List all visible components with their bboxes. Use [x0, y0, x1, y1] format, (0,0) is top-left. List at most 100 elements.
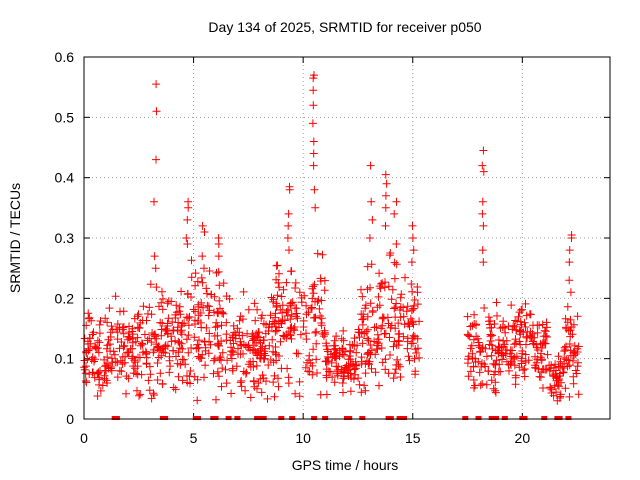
- data-point: [464, 352, 473, 361]
- data-point: [519, 366, 528, 375]
- data-point: [116, 356, 125, 365]
- data-point: [410, 354, 419, 363]
- data-point: [293, 314, 302, 323]
- data-point: [157, 331, 166, 340]
- data-point: [187, 256, 196, 265]
- data-point: [552, 374, 561, 383]
- data-point: [203, 289, 211, 298]
- y-axis-label: SRMTID / TECUs: [7, 183, 23, 293]
- data-point: [375, 269, 384, 278]
- data-point: [172, 301, 181, 310]
- data-point: [171, 336, 180, 345]
- data-point: [327, 358, 336, 367]
- data-point: [563, 302, 572, 311]
- data-point: [193, 340, 202, 349]
- data-point-peak: [310, 185, 319, 194]
- data-point-peak: [150, 197, 158, 206]
- data-point: [354, 325, 363, 334]
- data-point: [178, 319, 187, 328]
- data-point: [212, 268, 221, 277]
- data-point-peak: [408, 234, 417, 242]
- data-point: [241, 386, 250, 395]
- data-point: [511, 371, 520, 380]
- data-point: [545, 366, 554, 375]
- data-point: [89, 328, 98, 337]
- data-point: [286, 331, 295, 340]
- zero-marker: [521, 416, 528, 420]
- zero-marker: [493, 416, 499, 420]
- y-tick-label: 0.4: [55, 170, 75, 186]
- data-point: [84, 344, 93, 353]
- data-point: [355, 380, 364, 389]
- data-point: [481, 362, 490, 371]
- y-tick-label: 0.6: [55, 49, 75, 65]
- data-point: [469, 376, 478, 384]
- data-point: [466, 367, 475, 376]
- x-tick-label: 20: [515, 430, 531, 446]
- data-point: [323, 345, 332, 354]
- zero-marker: [387, 416, 394, 420]
- data-point: [116, 307, 124, 316]
- data-point: [312, 339, 321, 348]
- data-point: [358, 339, 367, 348]
- data-point: [287, 323, 296, 332]
- data-point: [313, 369, 321, 377]
- data-point: [536, 373, 545, 382]
- data-point: [485, 340, 494, 349]
- data-point: [366, 283, 374, 292]
- data-point: [538, 320, 547, 329]
- data-point: [86, 339, 95, 348]
- data-point: [133, 312, 142, 321]
- data-point: [228, 346, 237, 355]
- data-point: [127, 354, 136, 363]
- data-point-peak: [392, 240, 401, 248]
- data-point: [93, 336, 102, 345]
- data-point: [263, 394, 272, 403]
- zero-marker: [256, 416, 263, 420]
- data-point: [394, 319, 403, 328]
- zero-marker: [322, 416, 329, 420]
- data-point: [142, 316, 151, 325]
- data-point: [392, 260, 401, 269]
- data-point-peak: [407, 258, 416, 267]
- data-point: [484, 313, 493, 322]
- data-point: [486, 332, 495, 341]
- data-point: [96, 317, 105, 325]
- data-point: [488, 331, 496, 340]
- data-point: [90, 342, 99, 351]
- data-point: [492, 298, 501, 307]
- data-point: [357, 357, 366, 366]
- data-point: [96, 386, 105, 395]
- data-point: [363, 262, 372, 271]
- data-point: [409, 339, 417, 348]
- data-point: [351, 361, 360, 370]
- data-point: [182, 313, 191, 322]
- data-point: [342, 361, 351, 370]
- data-point: [408, 317, 417, 326]
- data-point: [113, 373, 122, 382]
- data-point: [113, 320, 122, 328]
- data-point: [505, 366, 513, 375]
- data-point: [392, 341, 401, 350]
- data-point: [212, 395, 220, 404]
- data-point: [415, 353, 424, 362]
- data-point: [117, 367, 126, 376]
- data-point: [158, 287, 166, 296]
- zero-marker: [488, 416, 495, 420]
- data-point: [405, 322, 414, 331]
- data-point: [211, 323, 220, 332]
- data-point-peak: [478, 161, 487, 170]
- data-point: [105, 304, 114, 313]
- data-point: [346, 387, 355, 396]
- data-point: [333, 367, 342, 376]
- data-point: [144, 376, 153, 385]
- data-point: [405, 356, 414, 365]
- data-point: [367, 346, 376, 355]
- data-point: [338, 344, 347, 353]
- data-point: [102, 366, 111, 375]
- data-point: [119, 329, 128, 338]
- data-point: [563, 318, 572, 327]
- data-point: [352, 348, 361, 357]
- data-point: [506, 349, 514, 358]
- data-point: [350, 334, 359, 343]
